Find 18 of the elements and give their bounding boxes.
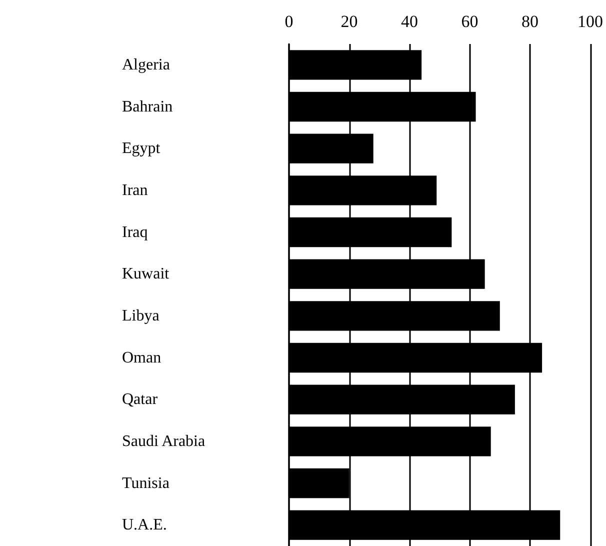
y-tick-label: Iraq	[122, 224, 148, 241]
x-tick-label: 60	[461, 12, 478, 31]
y-tick-label: Kuwait	[122, 266, 170, 283]
y-tick-label: Algeria	[122, 56, 170, 74]
y-tick-label: Tunisia	[122, 474, 170, 492]
y-tick-label: Bahrain	[122, 98, 173, 116]
y-tick-label: Qatar	[122, 391, 158, 408]
y-tick-label: Egypt	[122, 140, 161, 158]
y-tick-label: Oman	[122, 349, 162, 366]
x-tick-label: 80	[522, 12, 538, 31]
y-tick-label: Iran	[122, 182, 148, 199]
y-tick-label: U.A.E.	[122, 516, 167, 534]
x-tick-label: 40	[401, 12, 418, 31]
x-tick-label: 20	[340, 12, 358, 31]
y-tick-label: Saudi Arabia	[122, 432, 206, 450]
x-tick-label: 0	[284, 12, 294, 31]
y-tick-label: Libya	[122, 307, 160, 324]
x-tick-label: 100	[578, 12, 603, 31]
